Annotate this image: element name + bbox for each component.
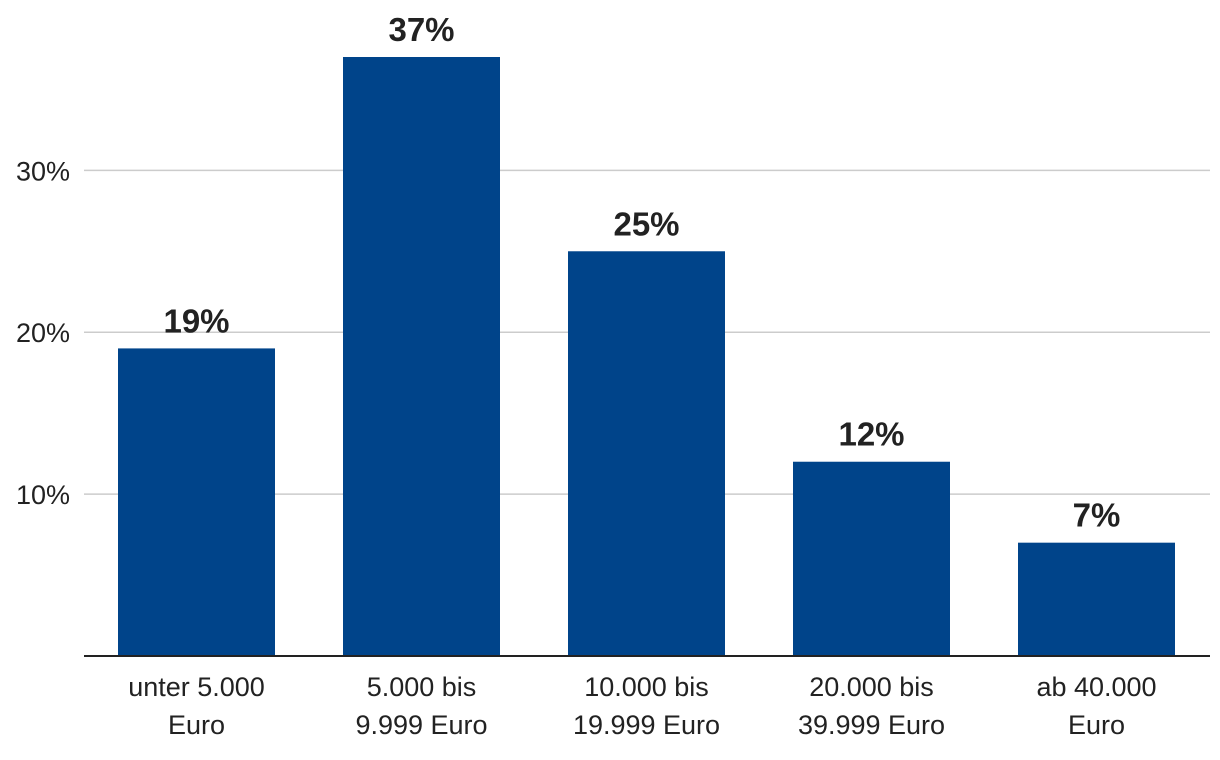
x-tick-label: ab 40.000 xyxy=(1036,672,1156,702)
bar xyxy=(118,348,275,656)
data-label: 12% xyxy=(838,416,904,453)
x-tick-label: 39.999 Euro xyxy=(798,710,945,740)
x-tick-label: 20.000 bis xyxy=(809,672,934,702)
data-label: 19% xyxy=(163,302,229,339)
y-tick-label: 10% xyxy=(16,480,70,510)
bar xyxy=(343,57,500,656)
x-tick-label: 19.999 Euro xyxy=(573,710,720,740)
data-label: 37% xyxy=(388,11,454,48)
x-tick-label: 9.999 Euro xyxy=(355,710,487,740)
data-label: 7% xyxy=(1073,497,1121,534)
x-tick-label: 5.000 bis xyxy=(367,672,477,702)
x-tick-label: 10.000 bis xyxy=(584,672,709,702)
x-tick-label: Euro xyxy=(1068,710,1125,740)
bar xyxy=(793,461,950,656)
y-axis-ticks: 10% 20% 30% xyxy=(16,156,70,510)
bar xyxy=(1018,542,1175,656)
bars xyxy=(118,57,1175,656)
bar xyxy=(568,251,725,656)
x-tick-label: Euro xyxy=(168,710,225,740)
value-labels: 19% 37% 25% 12% 7% xyxy=(163,11,1120,534)
y-tick-label: 20% xyxy=(16,318,70,348)
y-tick-label: 30% xyxy=(16,156,70,186)
x-tick-label: unter 5.000 xyxy=(128,672,265,702)
x-axis-labels: unter 5.000 Euro 5.000 bis 9.999 Euro 10.000… xyxy=(128,672,1156,740)
data-label: 25% xyxy=(613,205,679,242)
